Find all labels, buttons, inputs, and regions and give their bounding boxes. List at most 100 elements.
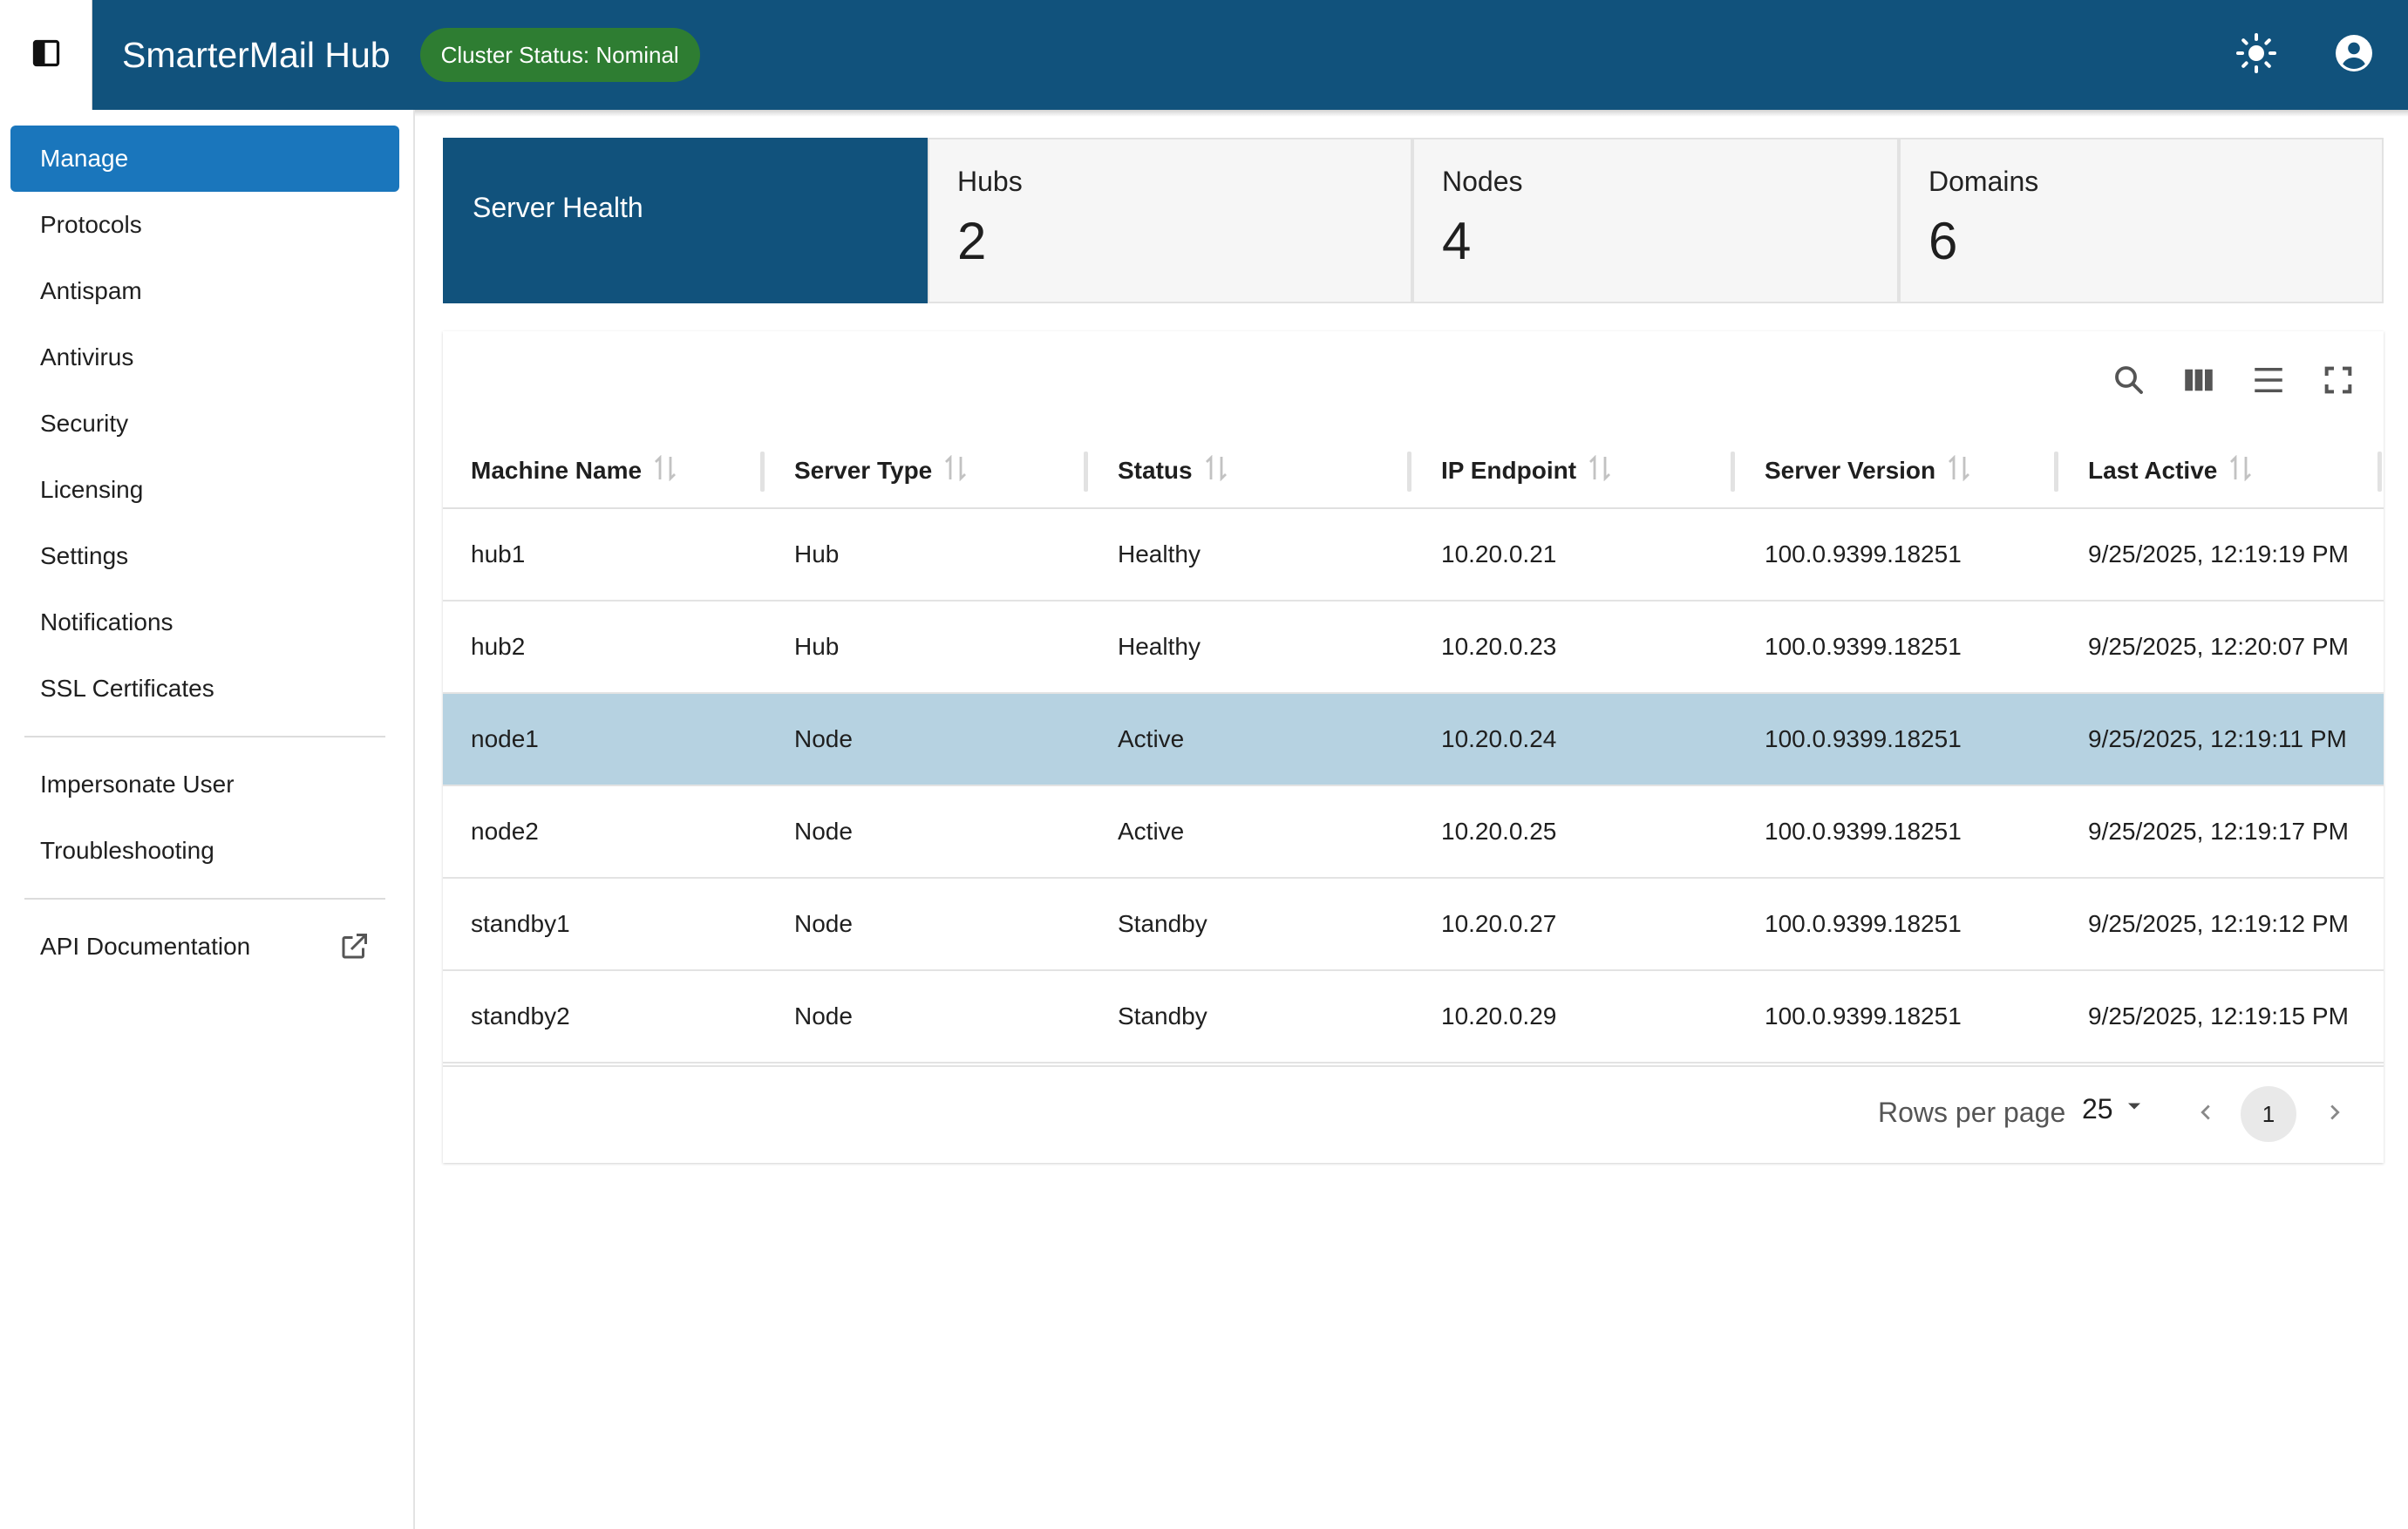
- column-resize-handle[interactable]: [1084, 452, 1088, 492]
- search-button[interactable]: [2105, 357, 2153, 406]
- cell-server-type: Node: [794, 910, 853, 937]
- sidebar-item-protocols[interactable]: Protocols: [10, 192, 399, 258]
- account-icon: [2333, 32, 2375, 78]
- cluster-status-badge: Cluster Status: Nominal: [419, 28, 700, 82]
- column-resize-handle[interactable]: [2377, 452, 2382, 492]
- cell-server-version: 100.0.9399.18251: [1765, 540, 1962, 567]
- cell-server-type: Hub: [794, 540, 840, 567]
- column-header-label: IP Endpoint: [1441, 457, 1577, 484]
- stat-card-nodes[interactable]: Nodes 4: [1412, 138, 1899, 303]
- account-button[interactable]: [2328, 29, 2380, 81]
- fullscreen-icon: [2321, 363, 2356, 402]
- sidebar-item-label: Notifications: [40, 608, 173, 635]
- sort-icon[interactable]: [1205, 454, 1228, 487]
- cell-status: Active: [1118, 725, 1185, 752]
- top-app-bar: SmarterMail Hub Cluster Status: Nominal: [0, 0, 2408, 110]
- cell-status: Healthy: [1118, 633, 1201, 660]
- external-link-icon: [338, 931, 370, 968]
- cell-server-version: 100.0.9399.18251: [1765, 633, 1962, 660]
- cell-server-version: 100.0.9399.18251: [1765, 818, 1962, 845]
- stat-value: 4: [1442, 212, 1472, 270]
- tab-server-health[interactable]: Server Health: [443, 138, 928, 303]
- column-resize-handle[interactable]: [760, 452, 765, 492]
- chevron-down-icon: [2122, 1093, 2146, 1125]
- sidebar-item-licensing[interactable]: Licensing: [10, 457, 399, 523]
- rows-per-page-label: Rows per page: [1878, 1097, 2066, 1128]
- sidebar-item-label: SSL Certificates: [40, 675, 214, 702]
- column-header-server-type[interactable]: Server Type: [766, 434, 1090, 507]
- cell-last-active: 9/25/2025, 12:19:12 PM: [2088, 910, 2349, 937]
- cell-machine-name: node2: [471, 818, 539, 845]
- stat-label: Nodes: [1442, 166, 1523, 197]
- sidebar-item-settings[interactable]: Settings: [10, 523, 399, 589]
- cell-machine-name: hub2: [471, 633, 526, 660]
- previous-page-button[interactable]: [2185, 1093, 2227, 1135]
- cell-status: Active: [1118, 818, 1185, 845]
- cell-last-active: 9/25/2025, 12:19:15 PM: [2088, 1002, 2349, 1030]
- sidebar-item-api-documentation[interactable]: API Documentation: [10, 914, 399, 980]
- column-header-machine-name[interactable]: Machine Name: [443, 434, 766, 507]
- cell-ip-endpoint: 10.20.0.23: [1441, 633, 1557, 660]
- column-header-status[interactable]: Status: [1090, 434, 1413, 507]
- sidebar: Manage Protocols Antispam Antivirus Secu…: [0, 110, 415, 1529]
- sidebar-item-antivirus[interactable]: Antivirus: [10, 324, 399, 391]
- theme-toggle-button[interactable]: [2230, 29, 2282, 81]
- sidebar-item-label: Impersonate User: [40, 771, 235, 798]
- table-row[interactable]: standby1 Node Standby 10.20.0.27 100.0.9…: [443, 879, 2384, 971]
- sidebar-item-ssl-certificates[interactable]: SSL Certificates: [10, 656, 399, 722]
- column-header-last-active[interactable]: Last Active: [2060, 434, 2384, 507]
- column-resize-handle[interactable]: [2054, 452, 2058, 492]
- sidebar-item-label: Licensing: [40, 476, 144, 503]
- sidebar-divider: [24, 898, 385, 900]
- sidebar-toggle-icon: [31, 37, 62, 73]
- sort-icon[interactable]: [944, 454, 967, 487]
- sort-icon[interactable]: [2229, 454, 2252, 487]
- column-header-ip-endpoint[interactable]: IP Endpoint: [1413, 434, 1737, 507]
- app-title: SmarterMail Hub: [122, 34, 391, 75]
- sort-icon[interactable]: [1948, 454, 1970, 487]
- stat-label: Hubs: [957, 166, 1023, 197]
- column-resize-handle[interactable]: [1407, 452, 1411, 492]
- cell-status: Standby: [1118, 1002, 1207, 1030]
- cell-machine-name: hub1: [471, 540, 526, 567]
- cell-machine-name: standby2: [471, 1002, 570, 1030]
- sidebar-item-troubleshooting[interactable]: Troubleshooting: [10, 818, 399, 884]
- sidebar-item-antispam[interactable]: Antispam: [10, 258, 399, 324]
- sidebar-divider: [24, 736, 385, 737]
- cell-last-active: 9/25/2025, 12:19:19 PM: [2088, 540, 2349, 567]
- sidebar-item-manage[interactable]: Manage: [10, 126, 399, 192]
- next-page-button[interactable]: [2314, 1093, 2356, 1135]
- sidebar-toggle-button[interactable]: [0, 0, 92, 110]
- column-resize-handle[interactable]: [1731, 452, 1735, 492]
- cell-machine-name: node1: [471, 725, 539, 752]
- cell-ip-endpoint: 10.20.0.29: [1441, 1002, 1557, 1030]
- rows-per-page-select[interactable]: 25: [2082, 1093, 2146, 1125]
- column-header-label: Server Type: [794, 457, 933, 484]
- cell-server-version: 100.0.9399.18251: [1765, 910, 1962, 937]
- fullscreen-button[interactable]: [2314, 357, 2363, 406]
- cell-server-version: 100.0.9399.18251: [1765, 725, 1962, 752]
- column-header-server-version[interactable]: Server Version: [1737, 434, 2060, 507]
- sidebar-item-notifications[interactable]: Notifications: [10, 589, 399, 656]
- page-button-current[interactable]: 1: [2241, 1086, 2296, 1142]
- sort-icon[interactable]: [654, 454, 677, 487]
- table-row[interactable]: hub2 Hub Healthy 10.20.0.23 100.0.9399.1…: [443, 601, 2384, 694]
- cell-server-version: 100.0.9399.18251: [1765, 1002, 1962, 1030]
- cell-ip-endpoint: 10.20.0.21: [1441, 540, 1557, 567]
- sort-icon[interactable]: [1588, 454, 1611, 487]
- columns-button[interactable]: [2174, 357, 2223, 406]
- density-button[interactable]: [2244, 357, 2293, 406]
- chevron-right-icon: [2322, 1099, 2348, 1130]
- sidebar-item-label: Manage: [40, 145, 129, 172]
- sidebar-item-label: Antispam: [40, 277, 142, 304]
- stat-card-domains[interactable]: Domains 6: [1899, 138, 2384, 303]
- cell-last-active: 9/25/2025, 12:19:17 PM: [2088, 818, 2349, 845]
- table-row[interactable]: standby2 Node Standby 10.20.0.29 100.0.9…: [443, 971, 2384, 1064]
- table-row[interactable]: node2 Node Active 10.20.0.25 100.0.9399.…: [443, 786, 2384, 879]
- table-row-selected[interactable]: node1 Node Active 10.20.0.24 100.0.9399.…: [443, 694, 2384, 786]
- sidebar-item-security[interactable]: Security: [10, 391, 399, 457]
- table-row[interactable]: hub1 Hub Healthy 10.20.0.21 100.0.9399.1…: [443, 509, 2384, 601]
- sidebar-item-impersonate-user[interactable]: Impersonate User: [10, 751, 399, 818]
- stat-value: 2: [957, 212, 987, 270]
- stat-card-hubs[interactable]: Hubs 2: [928, 138, 1412, 303]
